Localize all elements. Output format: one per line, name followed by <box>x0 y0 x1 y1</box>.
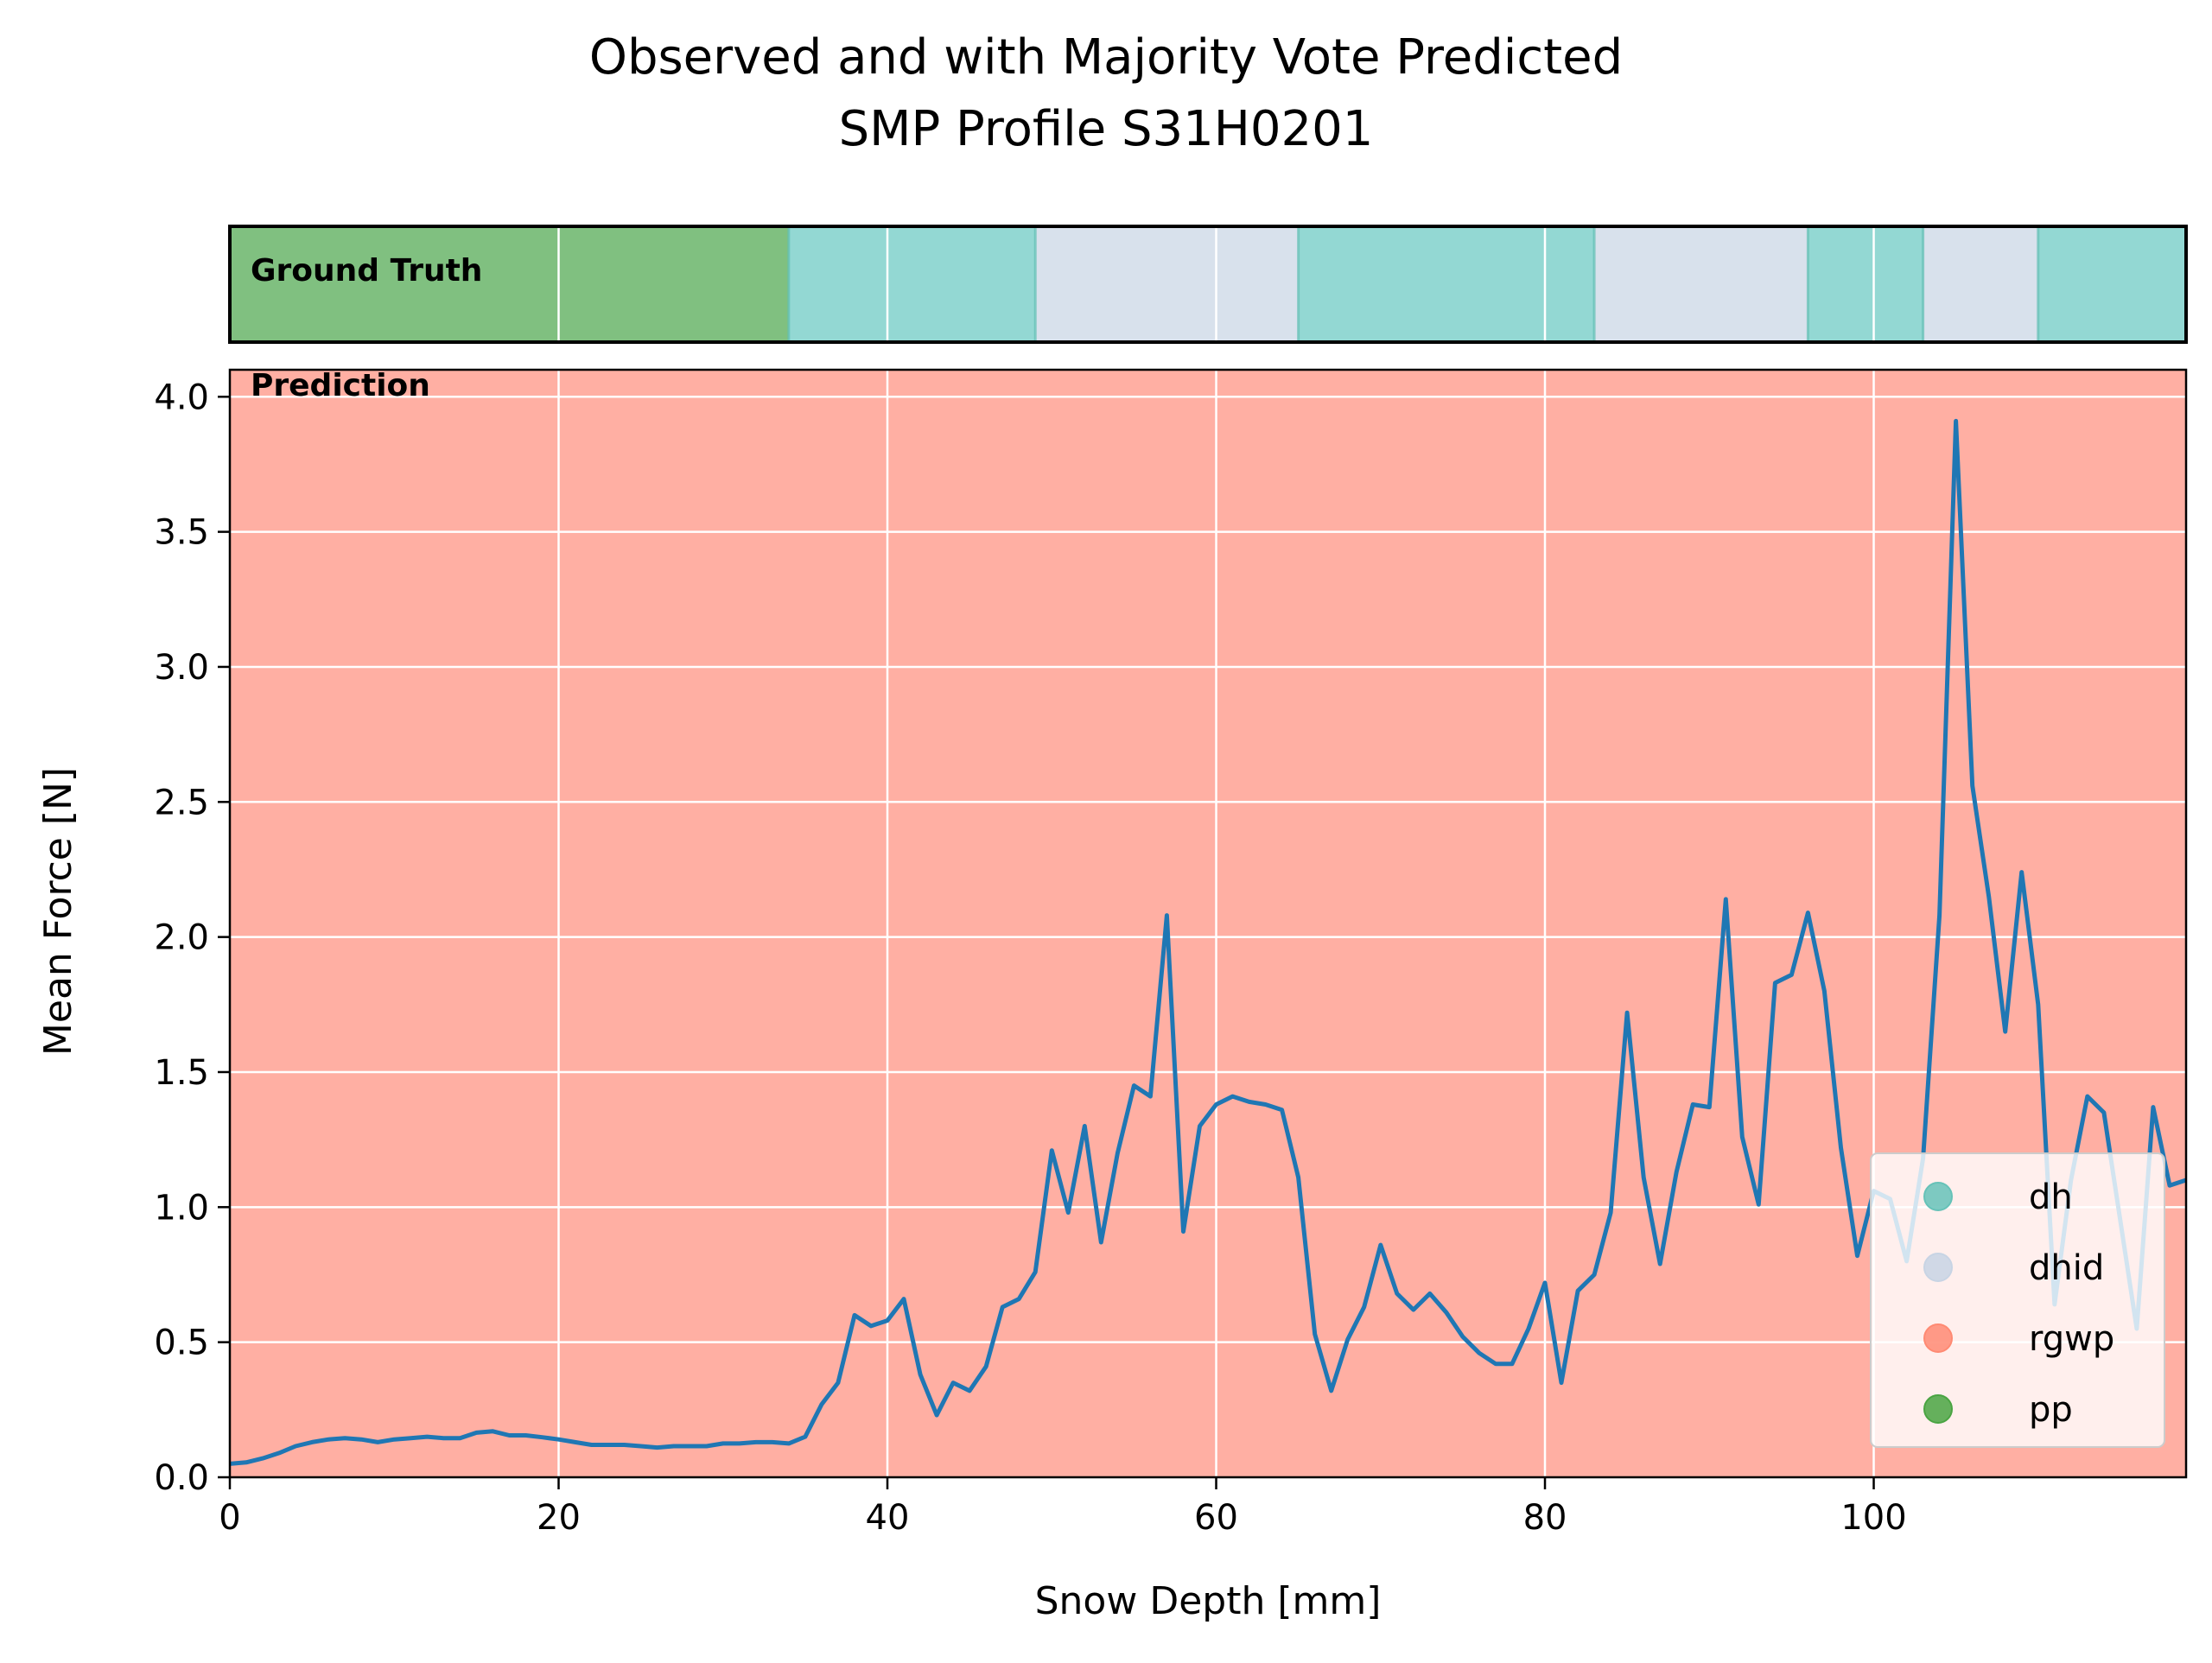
chart-title: Observed and with Majority Vote Predicte… <box>589 29 1623 157</box>
legend-marker-rgwp <box>1923 1323 1953 1353</box>
y-tick-label: 1.0 <box>154 1188 209 1228</box>
chart-title-line-1: Observed and with Majority Vote Predicte… <box>589 29 1623 86</box>
y-tick-label: 2.5 <box>154 783 209 822</box>
x-axis-label: Snow Depth [mm] <box>1035 1579 1382 1623</box>
x-tick-label: 60 <box>1194 1498 1238 1538</box>
legend-label-pp: pp <box>2029 1390 2073 1430</box>
prediction-area <box>230 370 2186 1477</box>
ground-truth-segment-dh <box>1298 226 1595 342</box>
y-tick-label: 1.5 <box>154 1053 209 1093</box>
legend-label-rgwp: rgwp <box>2029 1319 2114 1359</box>
ground-truth-segment-dhid <box>1923 226 2038 342</box>
ground-truth-frame <box>228 225 2188 344</box>
x-tick-label: 40 <box>866 1498 910 1538</box>
y-tick-label: 2.0 <box>154 918 209 958</box>
ground-truth-segment-dhid <box>1035 226 1299 342</box>
grid-lines <box>230 226 2186 1477</box>
y-tick-label: 0.5 <box>154 1323 209 1363</box>
legend-marker-dh <box>1923 1182 1953 1211</box>
y-tick-label: 3.5 <box>154 513 209 553</box>
prediction-background <box>230 370 2186 1477</box>
x-tick-label: 20 <box>537 1498 581 1538</box>
chart-title-line-2: SMP Profile S31H0201 <box>839 101 1374 157</box>
ground-truth-segment-dh <box>788 226 1036 342</box>
ground-truth-segment-dh <box>2037 226 2186 342</box>
ground-truth-label: Ground Truth <box>251 253 482 289</box>
ground-truth-segment-pp <box>230 226 789 342</box>
legend-marker-dhid <box>1923 1253 1953 1282</box>
legend-label-dh: dh <box>2029 1177 2073 1217</box>
y-tick-label: 4.0 <box>154 378 209 417</box>
plot-frames <box>228 225 2188 1479</box>
x-tick-label: 100 <box>1840 1498 1906 1538</box>
legend-marker-pp <box>1923 1394 1953 1424</box>
legend-box <box>1870 1152 2165 1448</box>
series-line-mean-force <box>229 418 2187 1466</box>
x-tick-label: 80 <box>1523 1498 1567 1538</box>
y-tick-label: 0.0 <box>154 1458 209 1498</box>
legend: dh dhid rgwp pp <box>1870 1152 2165 1448</box>
y-axis-label: Mean Force [N] <box>36 767 80 1056</box>
x-tick-label: 0 <box>219 1498 240 1538</box>
series-layer <box>229 418 2187 1466</box>
ground-truth-band <box>230 226 2186 342</box>
legend-label-dhid: dhid <box>2029 1248 2104 1288</box>
ground-truth-segment-dhid <box>1594 226 1808 342</box>
prediction-label: Prediction <box>251 368 430 403</box>
plot-frame <box>228 368 2188 1479</box>
ground-truth-segment-dh <box>1808 226 1923 342</box>
y-tick-label: 3.0 <box>154 648 209 688</box>
axis-ticks: 0 20 40 60 80 100 0.0 0.5 1.0 1.5 2.0 2.5 3.0 3.5 4.0 <box>154 378 1906 1538</box>
